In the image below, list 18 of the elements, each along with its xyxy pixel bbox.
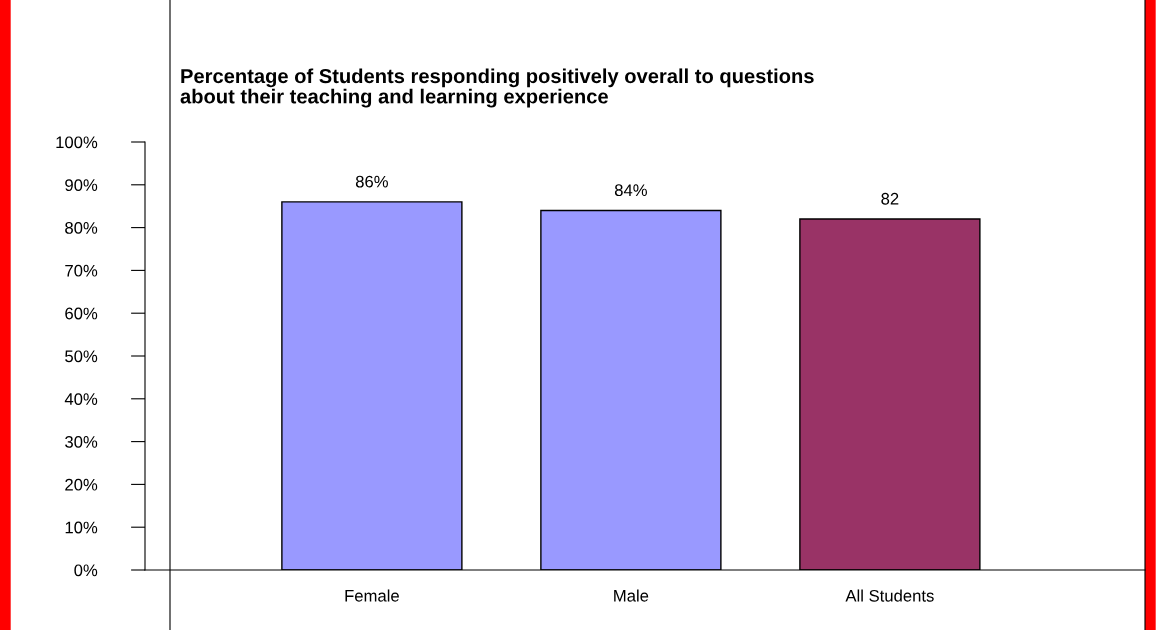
y-tick-label: 40% xyxy=(64,393,98,405)
y-tick-label: 90% xyxy=(65,179,98,191)
y-tick-label: 50% xyxy=(65,350,98,363)
y-tick-label: 20% xyxy=(65,478,98,491)
y-tick-label: 60% xyxy=(65,307,98,320)
y-tick-label: 30% xyxy=(65,436,98,448)
x-tick-label: All Students xyxy=(845,589,934,602)
y-tick-label: 0% xyxy=(74,564,98,577)
y-tick-label: 80% xyxy=(65,222,98,234)
y-tick-label: 70% xyxy=(65,264,98,277)
y-tick-label: 10% xyxy=(65,521,98,534)
x-tick-label: Female xyxy=(345,589,399,602)
data-label: 84% xyxy=(614,184,647,197)
chart-title: Percentage of Students responding positively overall to questions about their teaching and learning experience xyxy=(180,68,814,108)
data-label: 86% xyxy=(355,175,388,188)
data-label: 82 xyxy=(881,192,899,205)
x-tick-label: Male xyxy=(614,589,649,602)
y-tick-label: 100% xyxy=(56,136,98,149)
